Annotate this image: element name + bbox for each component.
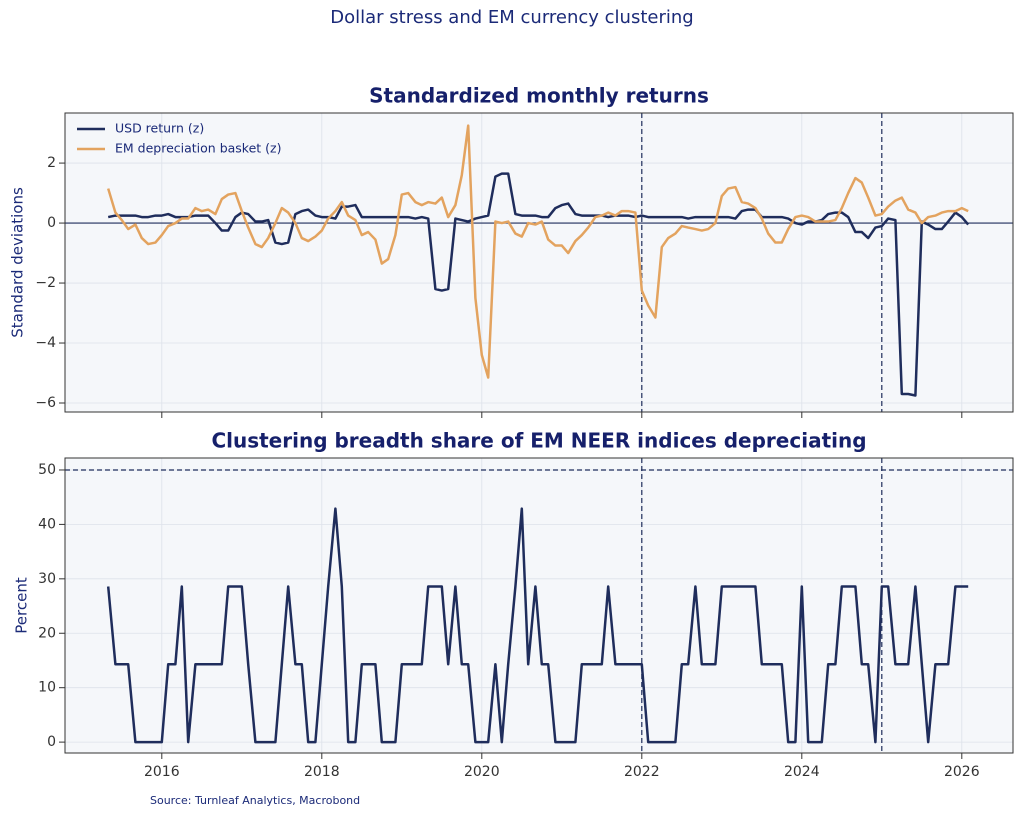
y-tick-label: 40 [38, 516, 56, 532]
y-tick-label: −6 [35, 395, 56, 411]
y-axis-label: Percent [13, 577, 31, 634]
x-tick-label: 2026 [944, 764, 980, 780]
series-line [107, 124, 969, 379]
panel-title: Standardized monthly returns [369, 84, 709, 108]
x-tick-label: 2022 [624, 764, 660, 780]
y-tick-label: −4 [35, 335, 56, 351]
source-note: Source: Turnleaf Analytics, Macrobond [150, 794, 360, 807]
y-tick-label: −2 [35, 275, 56, 291]
x-tick-label: 2016 [144, 764, 180, 780]
y-tick-label: 50 [38, 462, 56, 478]
y-tick-label: 0 [47, 215, 56, 231]
plot-area [65, 113, 1013, 412]
y-tick-label: 2 [47, 155, 56, 171]
series-line [106, 507, 969, 744]
y-tick-label: 30 [38, 571, 56, 587]
y-tick-label: 10 [38, 680, 56, 696]
y-axis-label: Standard deviations [9, 187, 27, 338]
series-line [107, 172, 970, 397]
x-tick-label: 2020 [464, 764, 500, 780]
y-tick-label: 0 [47, 734, 56, 750]
figure-title: Dollar stress and EM currency clustering [330, 7, 693, 28]
y-tick-label: 20 [38, 625, 56, 641]
axes-frame [64, 112, 1014, 413]
x-tick-label: 2018 [304, 764, 340, 780]
legend-label: EM depreciation basket (z) [115, 141, 281, 156]
plot-area [65, 458, 1013, 753]
panel-title: Clustering breadth share of EM NEER indi… [211, 429, 866, 453]
legend-label: USD return (z) [115, 121, 204, 136]
axes-frame [64, 457, 1014, 754]
x-tick-label: 2024 [784, 764, 820, 780]
